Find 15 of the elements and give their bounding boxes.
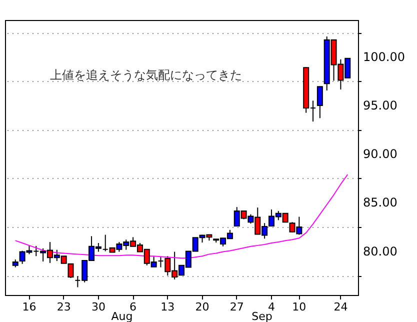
x-tick-label: 27 <box>230 300 244 314</box>
annotation: 上値を追えそうな気配になってきた <box>50 68 242 82</box>
x-tick-label: 16 <box>22 300 36 314</box>
x-tick-label: 24 <box>334 300 348 314</box>
y-tick-label: 95.00 <box>363 98 398 113</box>
x-tick-label: 30 <box>91 300 106 314</box>
candlestick <box>316 86 323 119</box>
y-tick-label: 85.00 <box>363 196 398 210</box>
y-tick-label: 90.00 <box>363 147 398 162</box>
x-tick-label: 13 <box>160 300 175 314</box>
y-tick-label: 80.00 <box>363 244 398 258</box>
x-tick-label: 10 <box>292 300 306 314</box>
x-tick-label: 20 <box>195 300 210 314</box>
y-tick-label: 100.00 <box>363 50 405 64</box>
x-tick-label: 23 <box>56 300 71 314</box>
